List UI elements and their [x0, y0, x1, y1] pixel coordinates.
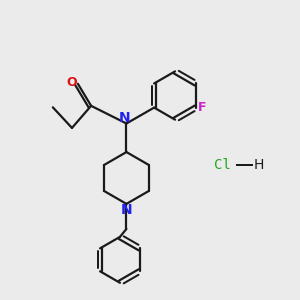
- Text: H: H: [254, 158, 264, 172]
- Text: N: N: [121, 203, 132, 218]
- Text: F: F: [198, 101, 207, 114]
- Text: N: N: [118, 111, 130, 124]
- Text: Cl: Cl: [214, 158, 230, 172]
- Text: O: O: [66, 76, 77, 89]
